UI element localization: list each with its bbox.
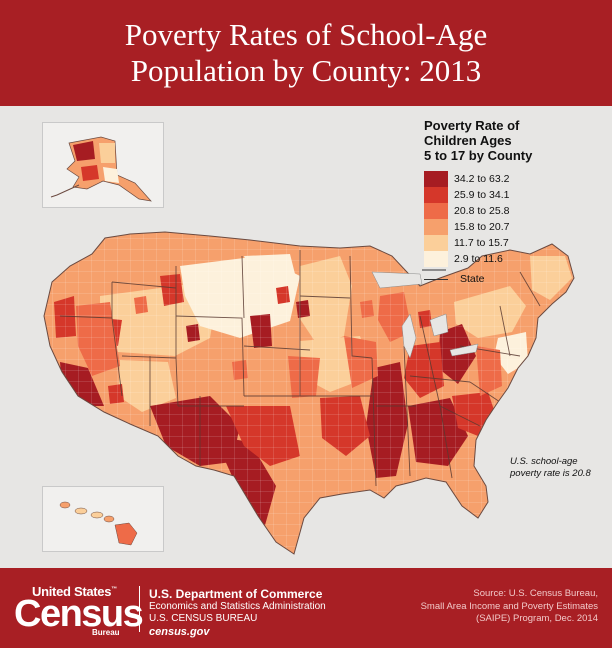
legend-label: 2.9 to 11.6: [454, 253, 503, 265]
legend-title: Poverty Rate of Children Ages 5 to 17 by…: [424, 118, 604, 163]
dept-line-1: U.S. Department of Commerce: [149, 587, 323, 601]
lake-erie: [449, 343, 479, 357]
source-line: Small Area Income and Poverty Estimates: [420, 600, 598, 612]
source-line: (SAIPE) Program, Dec. 2014: [476, 613, 598, 624]
lake-michigan: [401, 313, 417, 359]
logo-main-text: Census: [14, 593, 144, 635]
legend-swatch: [424, 219, 448, 235]
legend-swatch: [424, 203, 448, 219]
census-logo: United States™ Census Bureau: [14, 584, 144, 637]
dept-line-3: U.S. CENSUS BUREAU: [149, 613, 258, 624]
title-line-1: Poverty Rates of School-Age: [124, 17, 488, 52]
state-boundary-key: State: [424, 273, 604, 285]
national-rate-note: U.S. school-age poverty rate is 20.8: [510, 456, 610, 480]
department-block: U.S. Department of Commerce Economics an…: [149, 587, 326, 639]
title-banner: Poverty Rates of School-Age Population b…: [0, 0, 612, 106]
legend-title-line: 5 to 17 by County: [424, 148, 533, 163]
state-label: State: [460, 273, 485, 285]
legend-item: 11.7 to 15.7: [424, 235, 604, 251]
legend-label: 25.9 to 34.1: [454, 189, 510, 201]
lake-huron: [429, 313, 449, 337]
legend-item: 34.2 to 63.2: [424, 171, 604, 187]
dept-line-2: Economics and Statistics Administration: [149, 601, 326, 612]
legend-swatch: [424, 187, 448, 203]
source-note: Source: U.S. Census Bureau, Small Area I…: [421, 588, 598, 626]
legend-swatch: [424, 171, 448, 187]
legend-label: 34.2 to 63.2: [454, 173, 510, 185]
note-line: poverty rate is 20.8: [510, 468, 591, 479]
legend-swatch: [424, 251, 448, 267]
map-panel: Poverty Rate of Children Ages 5 to 17 by…: [0, 106, 612, 568]
footer: United States™ Census Bureau U.S. Depart…: [0, 568, 612, 648]
source-line: Source: U.S. Census Bureau,: [473, 588, 598, 599]
footer-divider: [139, 586, 140, 632]
legend: Poverty Rate of Children Ages 5 to 17 by…: [424, 118, 604, 285]
legend-label: 15.8 to 20.7: [454, 221, 510, 233]
legend-title-line: Poverty Rate of: [424, 118, 520, 133]
logo-sub-text: Bureau: [92, 628, 120, 637]
legend-items: 34.2 to 63.2 25.9 to 34.1 20.8 to 25.8 1…: [424, 171, 604, 267]
logo-top-text: United States™: [32, 584, 117, 599]
alaska-inset: [42, 122, 164, 208]
hawaii-inset: [42, 486, 164, 552]
lake-superior: [371, 271, 423, 289]
note-line: U.S. school-age: [510, 456, 578, 467]
legend-label: 20.8 to 25.8: [454, 205, 510, 217]
legend-swatch: [424, 235, 448, 251]
legend-label: 11.7 to 15.7: [454, 237, 509, 249]
legend-item: 2.9 to 11.6: [424, 251, 604, 267]
legend-item: 20.8 to 25.8: [424, 203, 604, 219]
census-gov-link[interactable]: census.gov: [149, 626, 210, 638]
state-line-swatch: [424, 278, 448, 280]
alaska-map: [50, 136, 152, 202]
legend-item: 15.8 to 20.7: [424, 219, 604, 235]
title-line-2: Population by County: 2013: [130, 53, 482, 88]
legend-title-line: Children Ages: [424, 133, 512, 148]
legend-item: 25.9 to 34.1: [424, 187, 604, 203]
hawaii-map: [59, 501, 138, 546]
